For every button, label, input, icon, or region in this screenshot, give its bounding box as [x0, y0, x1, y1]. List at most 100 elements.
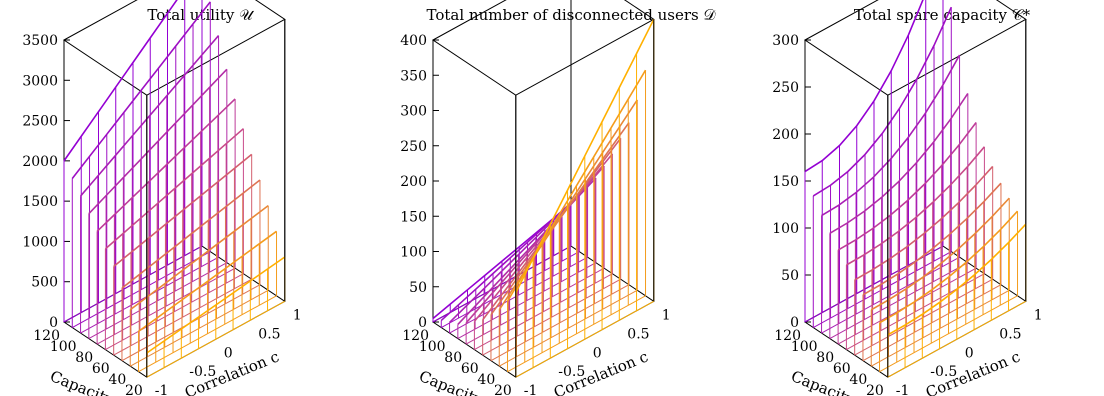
- surface-curve-C20: [515, 18, 655, 293]
- correlation-tick-label: 0: [965, 345, 974, 361]
- z-tick-label: 250: [772, 80, 799, 96]
- capacity-tick-label: 80: [75, 350, 93, 366]
- surface-curve-C60: [854, 165, 994, 281]
- surface-base-line: [887, 300, 1027, 378]
- capacity-tick-label: 100: [791, 339, 818, 355]
- z-tick-label: 150: [772, 174, 799, 190]
- surface-curve-C70: [104, 128, 244, 250]
- correlation-tick-label: -1: [524, 383, 538, 396]
- chart-panel-3: Total spare capacity 𝒞*05010015020025030…: [772, 0, 1043, 396]
- z-tick-label: 350: [400, 68, 427, 84]
- surface-base-line: [813, 251, 952, 328]
- capacity-tick-label: 40: [849, 372, 867, 388]
- surface-base-line: [515, 300, 655, 378]
- chart-panel-1: Total utility 𝒰0500100015002000250030003…: [22, 0, 302, 396]
- surface-base-line: [829, 262, 969, 339]
- capacity-tick-label: 100: [50, 339, 77, 355]
- surface-base-line: [441, 251, 580, 328]
- z-tick-label: 150: [400, 209, 427, 225]
- surface-base-line: [432, 245, 572, 323]
- chart-panel-2: Total number of disconnected users 𝒟0501…: [400, 0, 716, 396]
- surface-curve-C90: [829, 93, 969, 234]
- surface-curve-C120: [804, 0, 924, 173]
- surface-base-line: [105, 273, 244, 351]
- correlation-tick-label: -0.5: [558, 364, 585, 380]
- chart-title: Total utility 𝒰: [147, 6, 255, 24]
- z-tick-label: 300: [772, 33, 799, 49]
- surface-base-line: [498, 289, 638, 367]
- surface-base-line: [854, 278, 993, 356]
- correlation-tick-label: -0.5: [189, 364, 216, 380]
- capacity-tick-label: 120: [402, 328, 429, 344]
- z-tick-label: 3000: [22, 73, 58, 89]
- z-tick-label: 400: [400, 33, 427, 49]
- z-tick-label: 2500: [22, 114, 58, 130]
- surface-base-line: [474, 273, 613, 351]
- surface-base-line: [821, 256, 960, 334]
- z-tick-label: 0: [790, 315, 799, 331]
- surface-curve-C100: [79, 35, 220, 197]
- capacity-tick-label: 80: [816, 350, 834, 366]
- correlation-tick-label: 1: [293, 307, 302, 323]
- capacity-tick-label: 120: [33, 328, 60, 344]
- surface-base-line: [449, 256, 588, 334]
- surface-curve-C120: [63, 0, 178, 162]
- z-tick-label: 3500: [22, 33, 58, 49]
- surface-curve-C80: [96, 98, 236, 232]
- surface-curve-C90: [88, 68, 228, 215]
- capacity-tick-label: 60: [461, 361, 479, 377]
- correlation-tick-label: 1: [1034, 307, 1043, 323]
- surface-curve-C30: [879, 210, 1019, 324]
- surface-curve-C40: [129, 205, 269, 311]
- z-tick-label: 2000: [22, 154, 58, 170]
- surface-base-line: [129, 289, 269, 367]
- correlation-tick-label: 1: [662, 307, 671, 323]
- capacity-tick-label: 20: [494, 383, 512, 396]
- surface-base-line: [862, 284, 1002, 362]
- surface-base-line: [465, 267, 605, 345]
- surface-base-line: [507, 295, 646, 373]
- surface-base-line: [879, 295, 1018, 373]
- capacity-tick-label: 20: [866, 383, 884, 396]
- surface-curve-C40: [498, 99, 638, 311]
- surface-curve-C100: [821, 54, 961, 217]
- surface-curve-C50: [121, 179, 261, 289]
- z-tick-label: 1000: [22, 234, 58, 250]
- capacity-tick-label: 20: [125, 383, 143, 396]
- capacity-tick-label: 80: [444, 350, 462, 366]
- surface-curve-C20: [146, 256, 286, 354]
- z-tick-label: 1500: [22, 194, 58, 210]
- capacity-tick-label: 40: [477, 372, 495, 388]
- z-tick-label: 300: [400, 104, 427, 120]
- surface-base-line: [457, 262, 597, 339]
- z-tick-label: 200: [772, 127, 799, 143]
- z-tick-label: 250: [400, 139, 427, 155]
- surface-curve-C110: [440, 194, 580, 322]
- surface-base-line: [113, 278, 252, 356]
- z-tick-label: 0: [49, 315, 58, 331]
- z-tick-label: 200: [400, 174, 427, 190]
- surface-curve-C110: [71, 1, 211, 179]
- surface-base-line: [72, 251, 211, 328]
- correlation-tick-label: 0.5: [999, 326, 1021, 342]
- z-tick-label: 100: [400, 245, 427, 261]
- surface-base-line: [88, 262, 228, 339]
- correlation-tick-label: 0: [593, 345, 602, 361]
- surface-base-line: [146, 300, 286, 378]
- z-tick-label: 50: [781, 268, 799, 284]
- surface-base-line: [96, 267, 236, 345]
- surface-curve-C70: [846, 146, 986, 266]
- z-tick-label: 100: [772, 221, 799, 237]
- surface-curve-C110: [812, 6, 953, 197]
- surface-base-line: [870, 289, 1010, 367]
- correlation-tick-label: -0.5: [930, 364, 957, 380]
- surface-curve-C30: [138, 230, 277, 333]
- capacity-tick-label: 40: [108, 372, 126, 388]
- surface-base-line: [63, 245, 203, 323]
- surface-curve-C80: [837, 121, 977, 251]
- surface-base-line: [138, 295, 277, 373]
- surface-base-line: [482, 278, 621, 356]
- capacity-tick-label: 60: [92, 361, 110, 377]
- capacity-tick-label: 100: [419, 339, 446, 355]
